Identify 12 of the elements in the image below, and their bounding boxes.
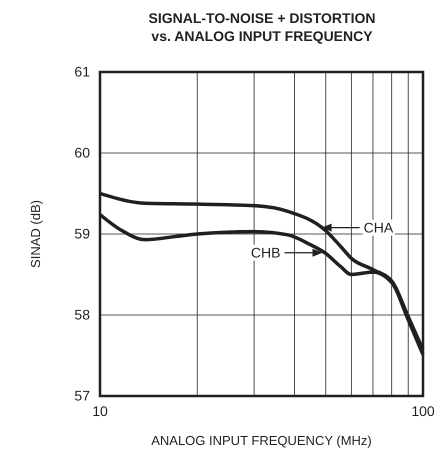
series-label: CHB <box>250 244 280 261</box>
y-tick-label: 61 <box>74 63 90 80</box>
y-tick-label: 60 <box>74 144 90 160</box>
x-axis-title: ANALOG INPUT FREQUENCY (MHz) <box>151 433 372 448</box>
y-tick-label: 57 <box>74 387 90 404</box>
x-tick-label: 100 <box>411 402 435 419</box>
x-tick-label: 10 <box>92 402 108 419</box>
y-axis-title: SINAD (dB) <box>28 200 43 268</box>
chart-title: SIGNAL-TO-NOISE + DISTORTION vs. ANALOG INPUT FREQUENCY <box>148 10 376 44</box>
y-tick-label: 58 <box>74 306 90 322</box>
y-tick-label: 59 <box>74 225 90 242</box>
legend-label: CHA <box>364 220 394 236</box>
